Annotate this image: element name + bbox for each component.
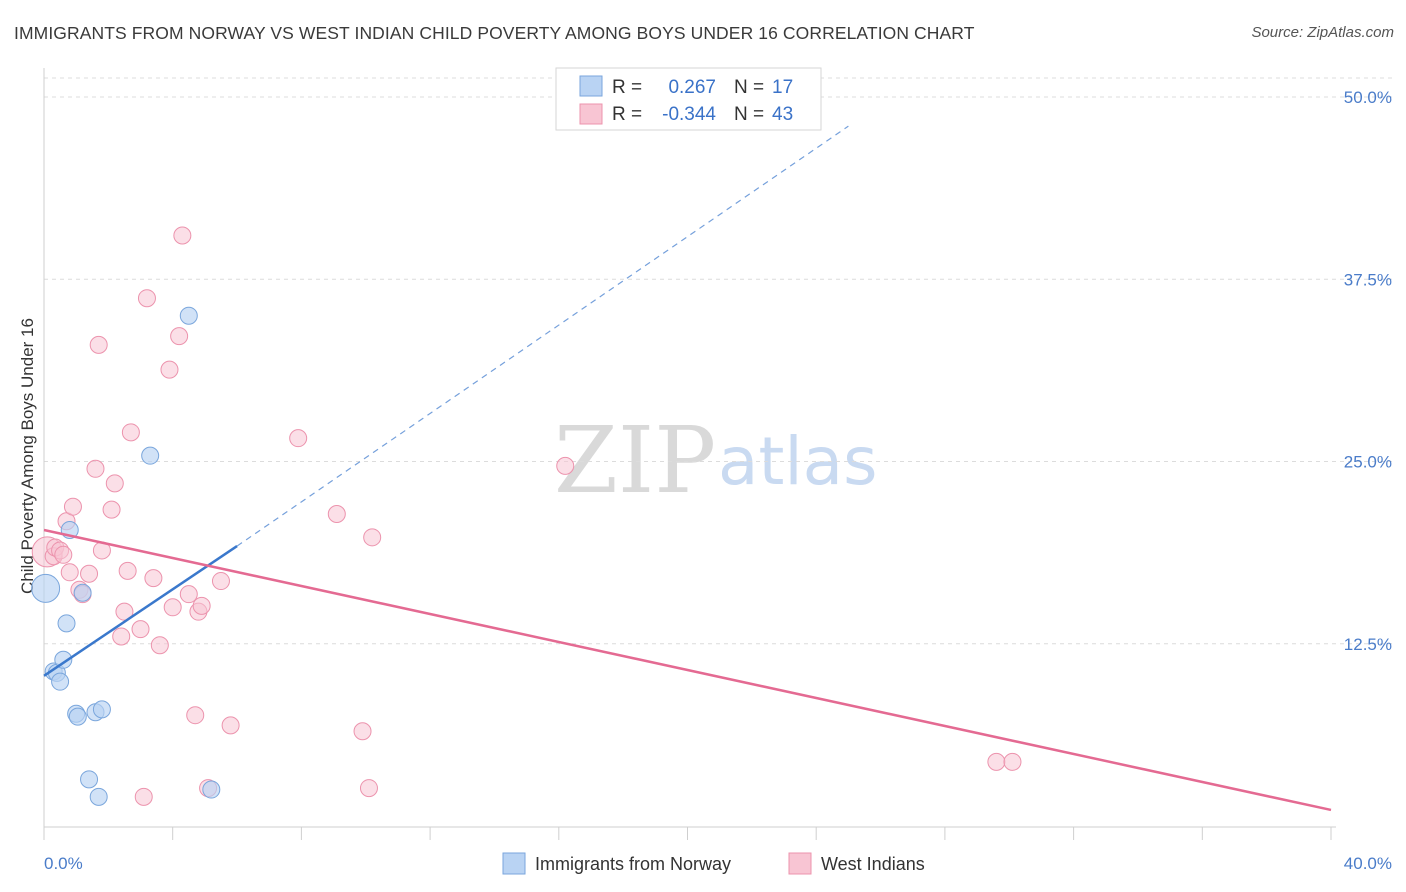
y-tick-label-2: 37.5% bbox=[1344, 270, 1392, 289]
bottom-legend-swatch-west-indians bbox=[788, 852, 812, 875]
west-indians-point-14 bbox=[102, 500, 121, 519]
west-indians-point-21 bbox=[134, 787, 153, 806]
west-indians-point-18 bbox=[118, 561, 137, 580]
west-indians-point-19 bbox=[121, 423, 140, 442]
west-indians-point-39 bbox=[359, 779, 378, 798]
legend-r-label-west-indians: R = bbox=[612, 104, 642, 125]
norway-point-4 bbox=[54, 650, 73, 669]
west-indians-point-16 bbox=[112, 627, 131, 646]
west-indians-point-34 bbox=[211, 572, 230, 591]
trend-lines bbox=[43, 125, 1332, 812]
west-indians-point-43 bbox=[1003, 752, 1022, 771]
y-axis-label: Child Poverty Among Boys Under 16 bbox=[18, 318, 37, 594]
bottom-legend-label-west-indians: West Indians bbox=[821, 854, 925, 874]
norway-point-12 bbox=[89, 787, 108, 806]
series-legend: Immigrants from Norway West Indians bbox=[502, 852, 925, 875]
chart-title: IMMIGRANTS FROM NORWAY VS WEST INDIAN CH… bbox=[14, 23, 975, 43]
west-indians-point-42 bbox=[987, 752, 1006, 771]
legend-swatch-norway bbox=[579, 75, 603, 97]
x-tick-label-min: 0.0% bbox=[44, 854, 83, 873]
west-indians-point-24 bbox=[150, 636, 169, 655]
norway-points bbox=[31, 306, 221, 806]
west-indians-point-7 bbox=[63, 497, 82, 516]
west-indians-point-17 bbox=[115, 602, 134, 621]
west-indians-point-12 bbox=[89, 335, 108, 354]
legend-r-value-norway: 0.267 bbox=[668, 77, 716, 98]
west-indians-points bbox=[31, 226, 1022, 806]
y-tick-label-0: 12.5% bbox=[1344, 635, 1392, 654]
legend-r-label-norway: R = bbox=[612, 77, 642, 98]
watermark-zip: ZIP bbox=[554, 407, 716, 514]
west-indians-point-28 bbox=[173, 226, 192, 245]
y-tick-label-3: 50.0% bbox=[1344, 88, 1392, 107]
legend-r-value-west-indians: -0.344 bbox=[662, 104, 716, 125]
bottom-legend-label-norway: Immigrants from Norway bbox=[535, 854, 731, 874]
norway-point-0 bbox=[31, 573, 61, 603]
correlation-legend: R = 0.267 N = 17 R = -0.344 N = 43 bbox=[555, 67, 822, 131]
source-credit: Source: ZipAtlas.com bbox=[1251, 24, 1394, 41]
west-indians-point-40 bbox=[363, 528, 382, 547]
west-indians-point-26 bbox=[163, 598, 182, 617]
y-tick-labels: 12.5% 25.0% 37.5% 50.0% bbox=[1344, 88, 1392, 654]
bottom-legend-swatch-norway bbox=[502, 852, 526, 875]
norway-point-15 bbox=[179, 306, 198, 325]
norway-point-3 bbox=[51, 672, 70, 691]
gridlines bbox=[44, 77, 1392, 645]
west-indians-point-25 bbox=[160, 360, 179, 379]
norway-point-14 bbox=[141, 446, 160, 465]
norway-point-8 bbox=[68, 707, 87, 726]
legend-n-value-norway: 17 bbox=[772, 77, 793, 98]
west-indians-trend-line bbox=[43, 528, 1332, 812]
west-indians-point-22 bbox=[137, 289, 156, 308]
west-indians-point-37 bbox=[327, 504, 346, 523]
west-indians-point-35 bbox=[221, 716, 240, 735]
west-indians-point-6 bbox=[60, 563, 79, 582]
west-indians-point-20 bbox=[131, 620, 150, 639]
norway-trend-dashed bbox=[236, 125, 849, 547]
west-indians-point-23 bbox=[144, 569, 163, 588]
west-indians-point-29 bbox=[179, 585, 198, 604]
norway-point-16 bbox=[202, 780, 221, 799]
west-indians-point-32 bbox=[192, 596, 211, 615]
west-indians-point-4 bbox=[54, 545, 73, 564]
norway-point-13 bbox=[92, 700, 111, 719]
west-indians-point-11 bbox=[86, 459, 105, 478]
norway-point-5 bbox=[57, 614, 76, 633]
legend-n-label-west-indians: N = bbox=[734, 104, 764, 125]
norway-trend-line bbox=[43, 545, 238, 677]
west-indians-point-27 bbox=[170, 327, 189, 346]
west-indians-point-38 bbox=[353, 722, 372, 741]
y-tick-label-1: 25.0% bbox=[1344, 453, 1392, 472]
legend-swatch-west-indians bbox=[579, 103, 603, 125]
legend-n-value-west-indians: 43 bbox=[772, 104, 793, 125]
x-tick-label-max: 40.0% bbox=[1344, 854, 1392, 873]
west-indians-point-41 bbox=[556, 456, 575, 475]
norway-point-10 bbox=[80, 770, 99, 789]
legend-n-label-norway: N = bbox=[734, 77, 764, 98]
norway-point-9 bbox=[73, 583, 92, 602]
west-indians-point-15 bbox=[105, 474, 124, 493]
west-indians-point-10 bbox=[80, 564, 99, 583]
west-indians-point-30 bbox=[186, 706, 205, 725]
west-indians-point-36 bbox=[289, 429, 308, 448]
x-ticks bbox=[43, 827, 1332, 840]
